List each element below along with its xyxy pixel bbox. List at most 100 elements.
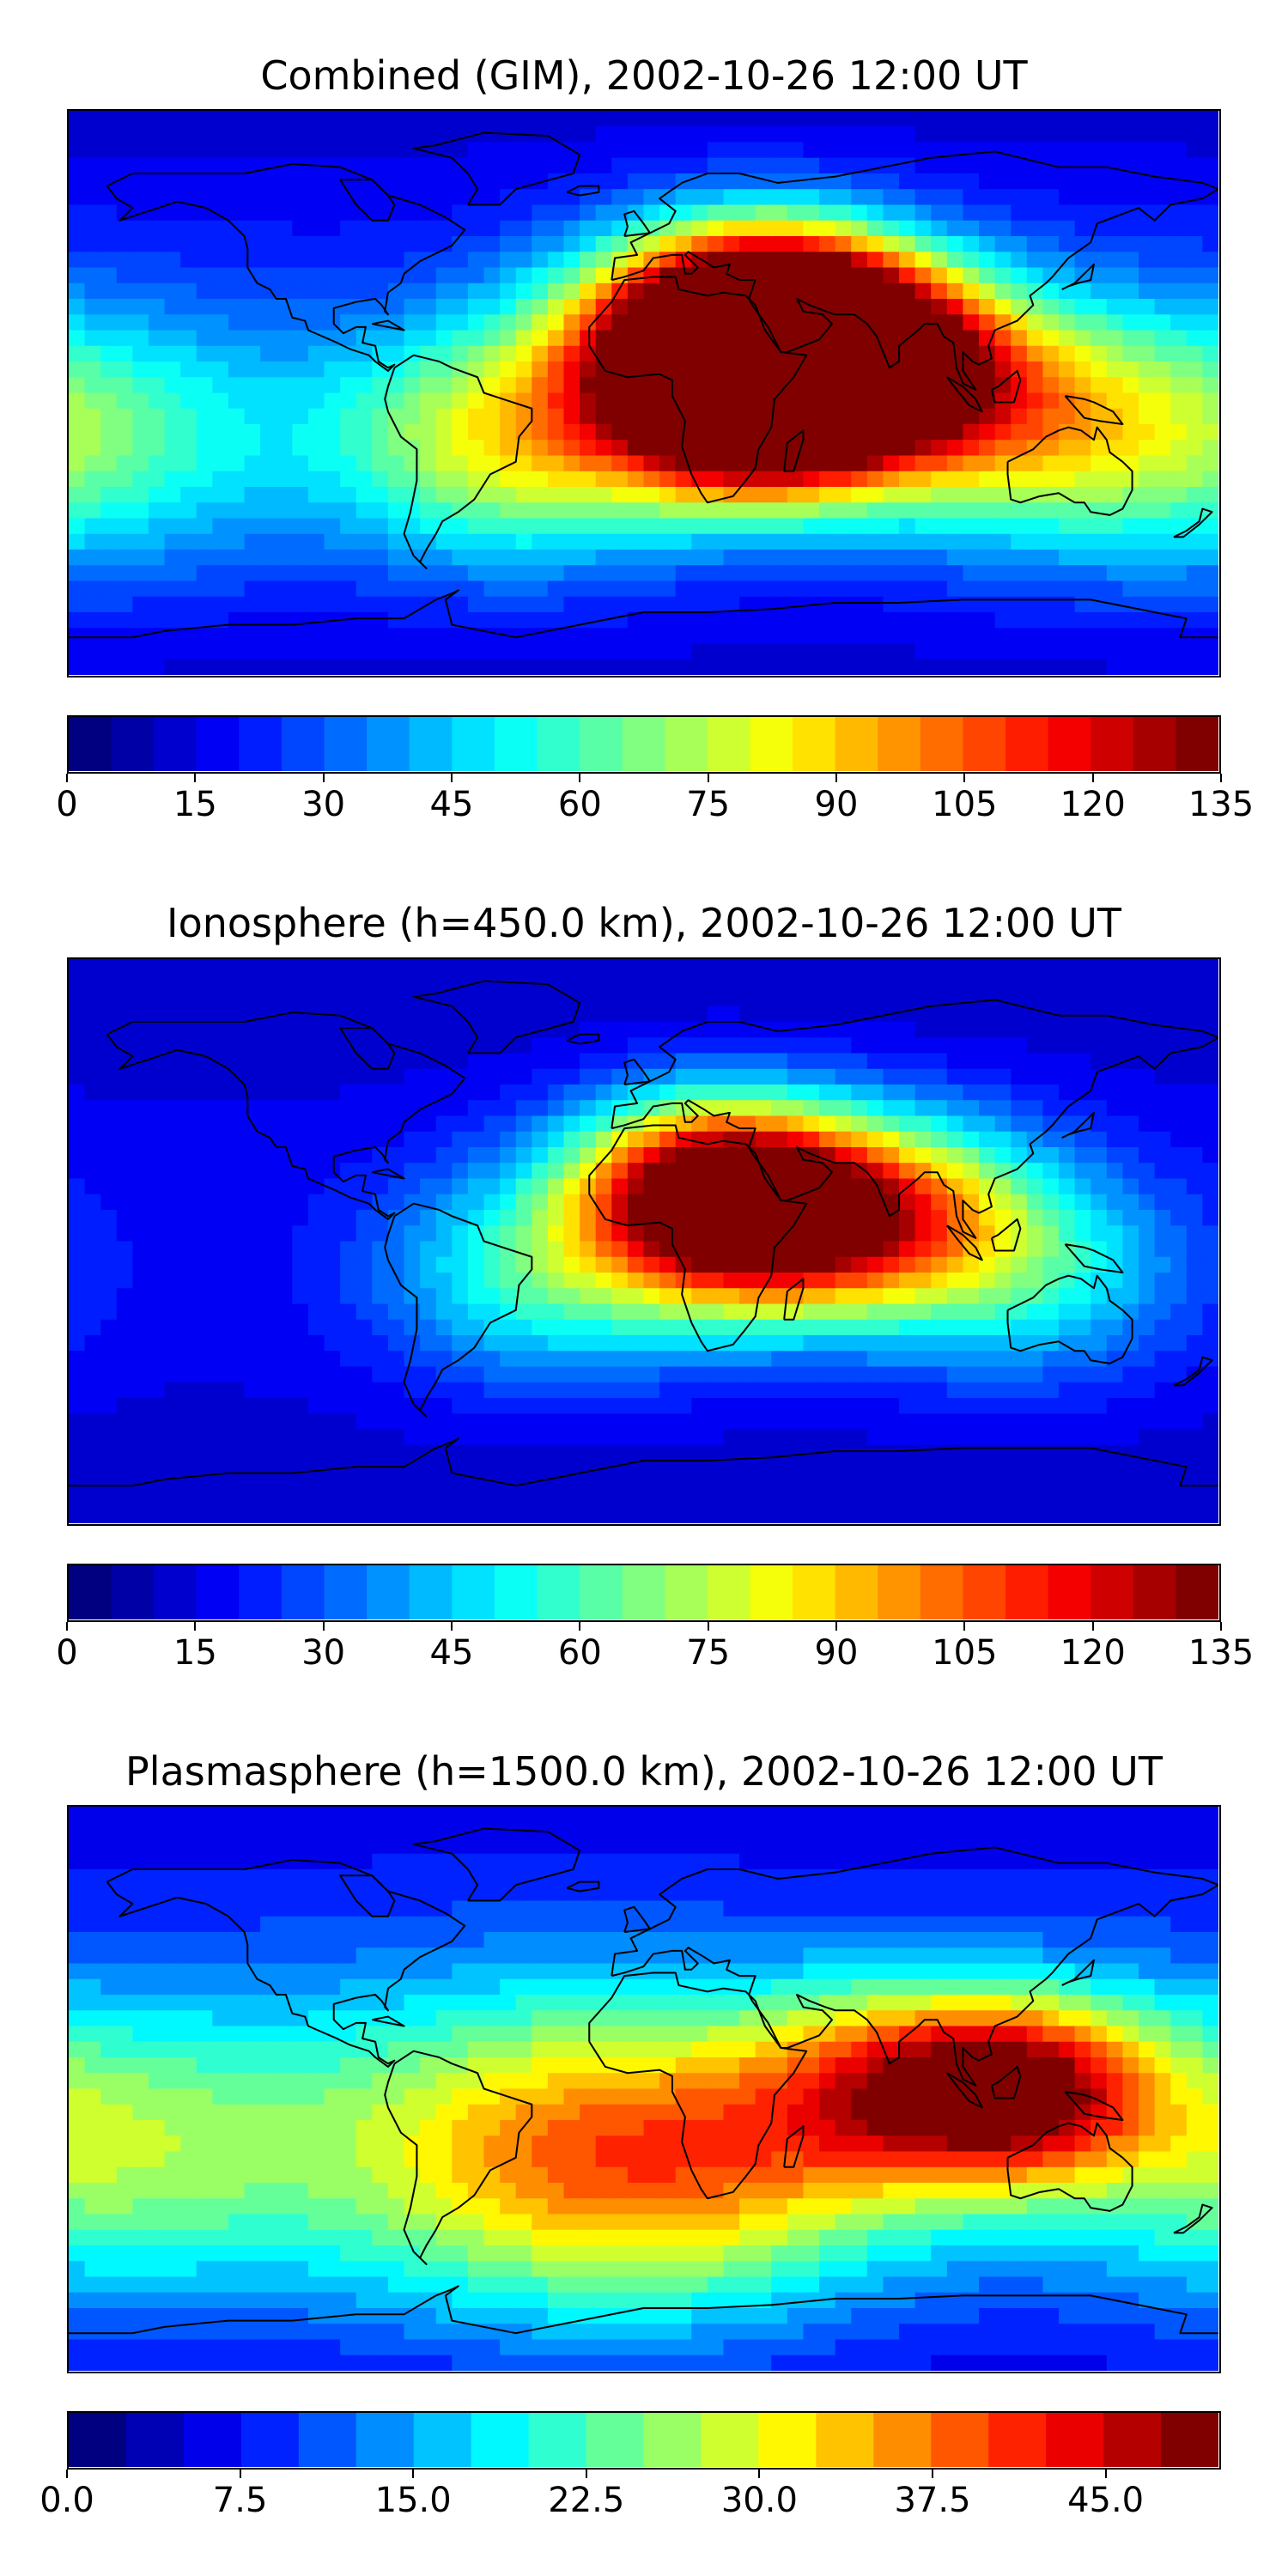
- heatmap-cell: [276, 471, 294, 489]
- heatmap-cell: [228, 189, 246, 206]
- heatmap-cell: [196, 1225, 214, 1242]
- heatmap-cell: [483, 361, 501, 379]
- heatmap-cell: [563, 267, 581, 284]
- heatmap-cell: [467, 643, 485, 660]
- heatmap-cell: [164, 550, 182, 567]
- heatmap-cell: [515, 1351, 533, 1368]
- heatmap-cell: [1026, 1366, 1044, 1383]
- heatmap-cell: [532, 1444, 550, 1462]
- heatmap-cell: [931, 471, 948, 489]
- heatmap-cell: [851, 1163, 868, 1180]
- heatmap-cell: [164, 440, 182, 457]
- heatmap-cell: [324, 1147, 342, 1164]
- heatmap-cell: [803, 533, 821, 551]
- heatmap-cell: [803, 1037, 821, 1054]
- heatmap-cell: [1059, 975, 1076, 992]
- heatmap-cell: [532, 487, 550, 504]
- heatmap-cell: [164, 502, 182, 519]
- map-ionosphere: [67, 957, 1221, 1526]
- heatmap-cell: [707, 157, 725, 175]
- heatmap-cell: [452, 267, 470, 284]
- heatmap-cell: [611, 330, 629, 347]
- heatmap-cell: [851, 204, 868, 222]
- heatmap-cell: [643, 1022, 661, 1039]
- heatmap-cell: [611, 299, 629, 316]
- heatmap-cell: [196, 1398, 214, 1415]
- heatmap-cell: [755, 471, 773, 489]
- heatmap-cell: [819, 1225, 836, 1242]
- heatmap-cell: [1139, 314, 1156, 331]
- heatmap-cell: [532, 1210, 550, 1227]
- heatmap-cell: [547, 502, 565, 519]
- heatmap-cell: [340, 1273, 357, 1290]
- heatmap-cell: [723, 1382, 741, 1400]
- heatmap-cell: [595, 330, 613, 347]
- heatmap-cell: [563, 565, 581, 582]
- heatmap-cell: [963, 299, 981, 316]
- heatmap-cell: [1059, 455, 1076, 472]
- heatmap-cell: [931, 1476, 948, 1493]
- heatmap-cell: [307, 1507, 325, 1523]
- heatmap-cell: [1139, 408, 1156, 426]
- heatmap-cell: [324, 1492, 342, 1509]
- heatmap-cell: [835, 596, 853, 614]
- heatmap-cell: [307, 1273, 325, 1290]
- heatmap-cell: [420, 1413, 437, 1431]
- heatmap-cell: [100, 408, 118, 426]
- heatmap-cell: [963, 1256, 981, 1274]
- heatmap-cell: [196, 345, 214, 363]
- heatmap-cell: [914, 565, 933, 582]
- heatmap-cell: [691, 1115, 709, 1133]
- heatmap-cell: [547, 471, 565, 489]
- heatmap-cell: [212, 1303, 230, 1321]
- heatmap-cell: [931, 533, 948, 551]
- heatmap-cell: [244, 1053, 262, 1070]
- heatmap-cell: [1122, 345, 1140, 363]
- heatmap-cell: [260, 533, 277, 551]
- heatmap-cell: [1154, 487, 1172, 504]
- heatmap-cell: [483, 550, 501, 567]
- heatmap-cell: [643, 1429, 661, 1446]
- heatmap-cell: [148, 550, 166, 567]
- heatmap-cell: [404, 157, 422, 175]
- heatmap-cell: [723, 580, 741, 598]
- heatmap-cell: [387, 455, 405, 472]
- heatmap-cell: [643, 1366, 661, 1383]
- heatmap-cell: [340, 612, 357, 629]
- heatmap-cell: [452, 236, 470, 253]
- heatmap-cell: [755, 1319, 773, 1337]
- heatmap-cell: [883, 377, 901, 394]
- heatmap-cell: [116, 1382, 134, 1400]
- heatmap-cell: [1091, 111, 1108, 128]
- heatmap-cell: [1186, 299, 1204, 316]
- heatmap-cell: [100, 1288, 118, 1305]
- heatmap-cell: [611, 173, 629, 191]
- heatmap-cell: [355, 157, 374, 175]
- heatmap-cell: [483, 220, 501, 238]
- heatmap-cell: [691, 1303, 709, 1321]
- heatmap-cell: [979, 1053, 996, 1070]
- heatmap-cell: [372, 1053, 390, 1070]
- heatmap-cell: [1026, 1351, 1044, 1368]
- heatmap-cell: [723, 1319, 741, 1337]
- heatmap-cell: [755, 1053, 773, 1070]
- heatmap-cell: [116, 487, 134, 504]
- heatmap-cell: [500, 990, 517, 1007]
- heatmap-cell: [452, 1366, 470, 1383]
- heatmap-cell: [1074, 533, 1092, 551]
- heatmap-cell: [547, 1163, 565, 1180]
- heatmap-cell: [547, 1507, 565, 1523]
- heatmap-cell: [1042, 1382, 1060, 1400]
- heatmap-cell: [931, 659, 948, 675]
- heatmap-cell: [483, 424, 501, 441]
- heatmap-cell: [1011, 392, 1028, 410]
- heatmap-cell: [355, 659, 374, 675]
- heatmap-cell: [819, 283, 836, 301]
- heatmap-cell: [563, 455, 581, 472]
- heatmap-cell: [1091, 1053, 1108, 1070]
- heatmap-cell: [132, 990, 150, 1007]
- heatmap-cell: [100, 345, 118, 363]
- heatmap-cell: [1026, 220, 1044, 238]
- colorbar-level: [707, 717, 751, 771]
- heatmap-cell: [260, 1147, 277, 1164]
